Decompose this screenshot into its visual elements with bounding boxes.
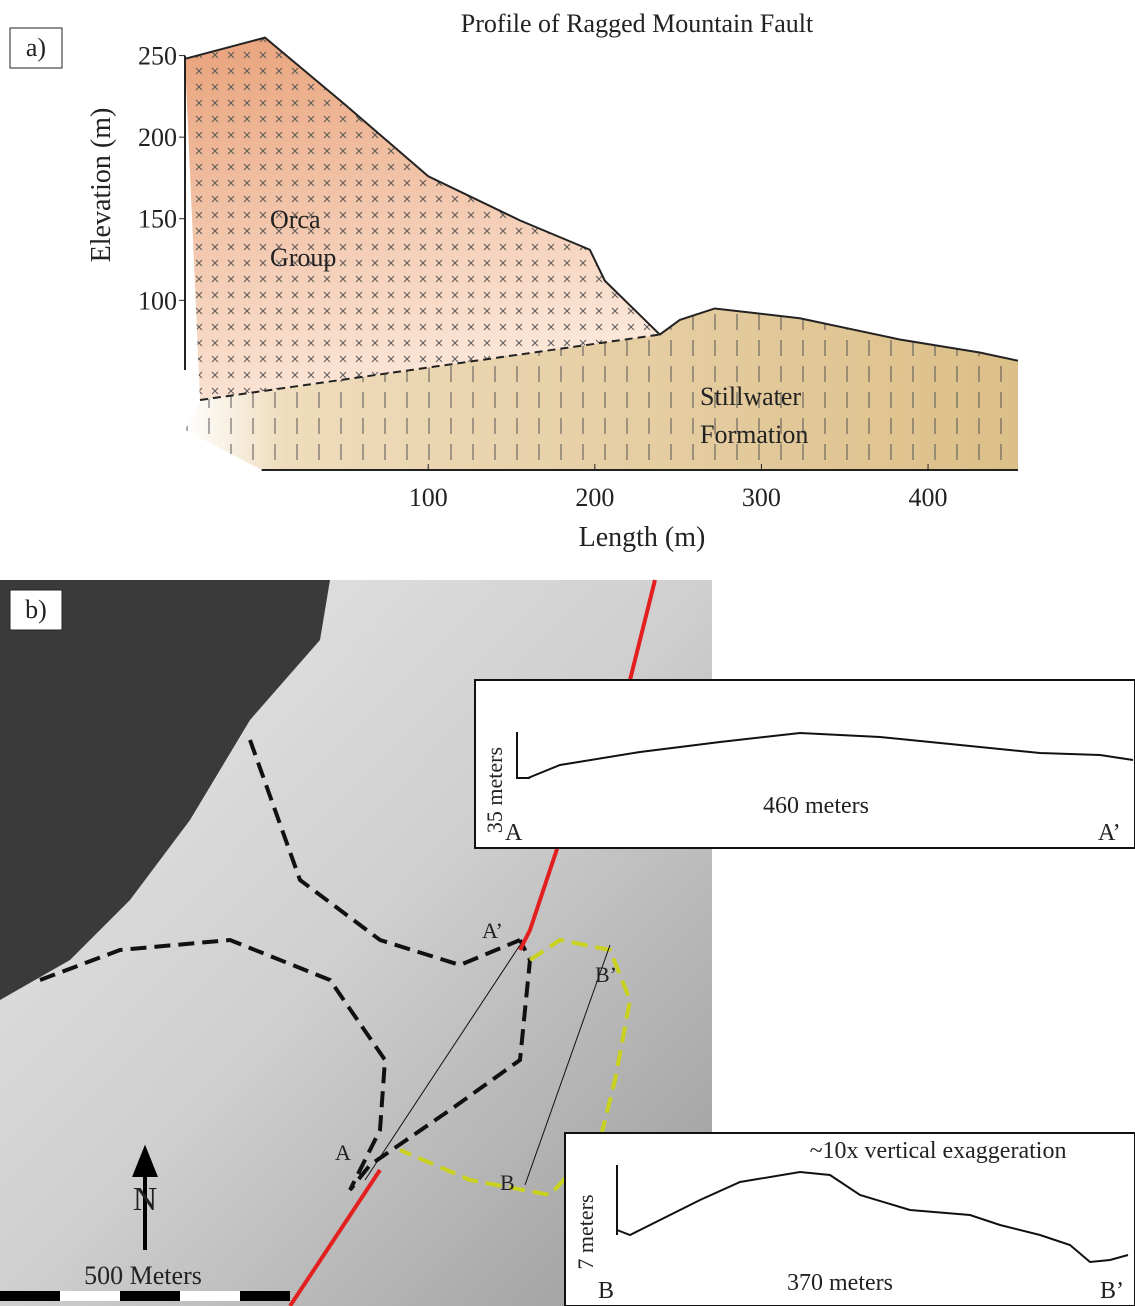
end-label: B — [598, 1278, 614, 1304]
point-label: A — [335, 1140, 351, 1165]
length-label: 460 meters — [763, 793, 869, 819]
north-label: N — [133, 1181, 158, 1218]
note: ~10x vertical exaggeration — [810, 1138, 1067, 1164]
chart-title: Profile of Ragged Mountain Fault — [461, 9, 814, 38]
scale-label: 500 Meters — [84, 1261, 202, 1290]
height-label: 7 meters — [573, 1194, 598, 1269]
end-label: A’ — [1098, 820, 1121, 846]
figure: a) 100 150 200 250 100 200 300 400 Profile of Ra… — [0, 0, 1135, 1306]
y-tick-label: 150 — [138, 205, 177, 234]
unit-label: Stillwater — [700, 382, 801, 411]
unit-label: Orca — [270, 205, 321, 234]
point-label: B’ — [595, 962, 617, 987]
height-label: 35 meters — [482, 747, 507, 833]
profile-chart: 100 150 200 250 100 200 300 400 Profile of Ragge… — [86, 9, 1018, 553]
page: {"panel_label":"a)", "chart_data":{"type… — [0, 0, 1135, 1306]
x-tick-label: 200 — [575, 483, 614, 512]
panel-label: b) — [25, 595, 47, 624]
panel-label: a) — [26, 33, 46, 62]
y-tick-label: 100 — [138, 286, 177, 315]
end-label: A — [505, 820, 523, 846]
x-tick-label: 300 — [742, 483, 781, 512]
end-label: B’ — [1100, 1278, 1124, 1304]
unit-label: Formation — [700, 420, 808, 449]
inset-a: 35 meters 460 meters A A’ — [475, 680, 1135, 848]
x-tick-label: 100 — [409, 483, 448, 512]
length-label: 370 meters — [787, 1270, 893, 1296]
y-tick-label: 200 — [138, 123, 177, 152]
point-label: A’ — [482, 918, 503, 943]
x-axis-label: Length (m) — [579, 522, 706, 553]
y-axis-label: Elevation (m) — [86, 108, 117, 263]
inset-b: ~10x vertical exaggeration 7 meters 370 … — [565, 1133, 1135, 1306]
y-tick-label: 250 — [138, 42, 177, 71]
point-label: B — [500, 1170, 515, 1195]
unit-label: Group — [270, 243, 336, 272]
x-tick-label: 400 — [909, 483, 948, 512]
